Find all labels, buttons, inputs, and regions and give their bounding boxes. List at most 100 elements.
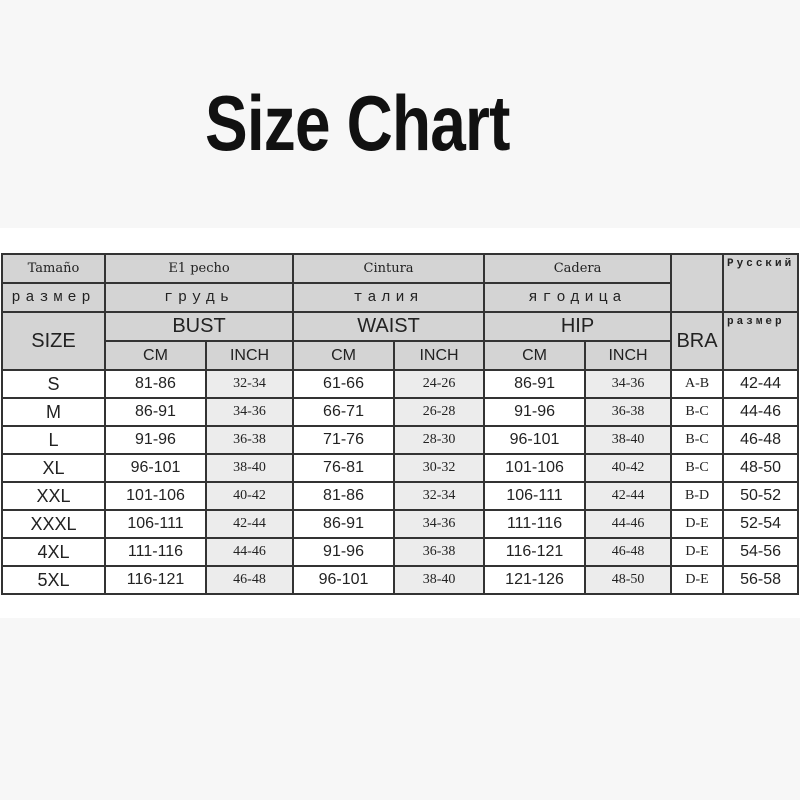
cell-hip-cm: 91-96: [483, 397, 587, 427]
cell-waist-cm: 61-66: [292, 369, 396, 399]
cell-waist-cm: 86-91: [292, 509, 396, 539]
cell-bust-cm: 81-86: [104, 369, 207, 399]
cell-size: M: [1, 397, 106, 427]
table-row: M 86-91 34-36 66-71 26-28 91-96 36-38 B-C 44-46: [1, 397, 800, 427]
table-row: L 91-96 36-38 71-76 28-30 96-101 38-40 B-C 46-48: [1, 425, 800, 455]
header-hip: HIP: [483, 311, 673, 342]
cell-bra: D-E: [670, 565, 725, 595]
header-size-ru: размер: [1, 282, 106, 313]
cell-waist-cm: 96-101: [292, 565, 396, 595]
header-russian: Русский: [722, 253, 800, 313]
cell-waist-in: 30-32: [393, 453, 486, 483]
cell-hip-in: 46-48: [584, 537, 673, 567]
header-bust-inch: INCH: [204, 340, 295, 371]
cell-bra: B-D: [670, 481, 725, 511]
cell-hip-cm: 101-106: [483, 453, 587, 483]
cell-waist-in: 38-40: [393, 565, 486, 595]
cell-bra: A-B: [670, 369, 725, 399]
cell-waist-in: 34-36: [393, 509, 486, 539]
cell-waist-in: 24-26: [393, 369, 486, 399]
cell-bust-in: 34-36: [204, 397, 295, 427]
cell-ru: 50-52: [722, 481, 800, 511]
page-title: Size Chart: [205, 79, 510, 167]
cell-hip-in: 40-42: [584, 453, 673, 483]
cell-bra: B-C: [670, 453, 725, 483]
cell-size: 5XL: [1, 565, 106, 595]
header-bust-cm: CM: [104, 340, 207, 371]
cell-bust-cm: 116-121: [104, 565, 207, 595]
cell-hip-in: 42-44: [584, 481, 673, 511]
header-waist-cm: CM: [292, 340, 396, 371]
header-bra: BRA: [670, 311, 725, 371]
cell-ru: 52-54: [722, 509, 800, 539]
cell-ru: 46-48: [722, 425, 800, 455]
table-row: XXXL 106-111 42-44 86-91 34-36 111-116 44-46 D-…: [1, 509, 800, 539]
cell-waist-cm: 76-81: [292, 453, 396, 483]
table-row: 4XL 111-116 44-46 91-96 36-38 116-121 46-48 D-E…: [1, 537, 800, 567]
cell-bust-in: 46-48: [204, 565, 295, 595]
cell-bust-cm: 111-116: [104, 537, 207, 567]
cell-bust-in: 36-38: [204, 425, 295, 455]
cell-hip-in: 38-40: [584, 425, 673, 455]
cell-hip-in: 48-50: [584, 565, 673, 595]
cell-bust-in: 42-44: [204, 509, 295, 539]
size-chart-table: Tamaño E1 pecho Cintura Cadera Русский р…: [1, 253, 800, 595]
header-hip-ru: ягодица: [483, 282, 673, 313]
cell-hip-cm: 116-121: [483, 537, 587, 567]
cell-hip-in: 34-36: [584, 369, 673, 399]
cell-bust-cm: 96-101: [104, 453, 207, 483]
cell-bust-cm: 86-91: [104, 397, 207, 427]
header-size: SIZE: [1, 311, 106, 371]
cell-ru: 54-56: [722, 537, 800, 567]
header-bust-ru: грудь: [103, 282, 295, 313]
cell-waist-cm: 66-71: [292, 397, 396, 427]
cell-size: L: [1, 425, 106, 455]
cell-hip-cm: 106-111: [483, 481, 587, 511]
cell-waist-cm: 71-76: [292, 425, 396, 455]
header-hip-inch: INCH: [584, 340, 673, 371]
header-hip-cm: CM: [483, 340, 587, 371]
cell-waist-cm: 81-86: [292, 481, 396, 511]
header-bra-blank: [670, 253, 725, 313]
header-waist: WAIST: [292, 311, 486, 342]
cell-waist-in: 36-38: [393, 537, 486, 567]
header-bust-es: E1 pecho: [103, 253, 295, 284]
cell-size: XXL: [1, 481, 106, 511]
cell-bust-in: 40-42: [204, 481, 295, 511]
header-waist-inch: INCH: [393, 340, 486, 371]
cell-bra: D-E: [670, 537, 725, 567]
header-waist-es: Cintura: [292, 253, 486, 284]
cell-ru: 42-44: [722, 369, 800, 399]
cell-bra: B-C: [670, 397, 725, 427]
cell-bust-in: 32-34: [204, 369, 295, 399]
cell-waist-cm: 91-96: [292, 537, 396, 567]
cell-ru: 44-46: [722, 397, 800, 427]
cell-bust-cm: 106-111: [104, 509, 207, 539]
cell-bust-in: 44-46: [204, 537, 295, 567]
cell-waist-in: 28-30: [393, 425, 486, 455]
table-row: XL 96-101 38-40 76-81 30-32 101-106 40-42 B-C 48…: [1, 453, 800, 483]
cell-hip-cm: 121-126: [483, 565, 587, 595]
cell-waist-in: 32-34: [393, 481, 486, 511]
cell-size: 4XL: [1, 537, 106, 567]
cell-bra: B-C: [670, 425, 725, 455]
cell-size: S: [1, 369, 106, 399]
table-row: S 81-86 32-34 61-66 24-26 86-91 34-36 A-B 42-44: [1, 369, 800, 399]
table-row: XXL 101-106 40-42 81-86 32-34 106-111 42-44 B-D…: [1, 481, 800, 511]
header-russian-size: размер: [722, 311, 800, 371]
header-size-es: Tamaño: [1, 253, 106, 284]
cell-hip-in: 36-38: [584, 397, 673, 427]
cell-ru: 48-50: [722, 453, 800, 483]
cell-hip-cm: 86-91: [483, 369, 587, 399]
cell-hip-in: 44-46: [584, 509, 673, 539]
cell-size: XL: [1, 453, 106, 483]
cell-bust-in: 38-40: [204, 453, 295, 483]
cell-bra: D-E: [670, 509, 725, 539]
cell-size: XXXL: [1, 509, 106, 539]
cell-hip-cm: 111-116: [483, 509, 587, 539]
header-hip-es: Cadera: [483, 253, 673, 284]
header-waist-ru: талия: [292, 282, 486, 313]
table-row: 5XL 116-121 46-48 96-101 38-40 121-126 48-50 D-…: [1, 565, 800, 595]
cell-bust-cm: 91-96: [104, 425, 207, 455]
cell-hip-cm: 96-101: [483, 425, 587, 455]
